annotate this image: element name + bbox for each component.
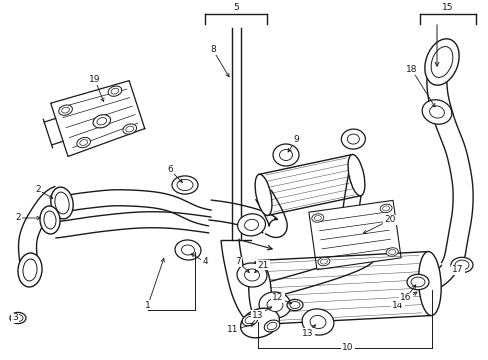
Text: 9: 9 <box>292 135 298 144</box>
Text: 12: 12 <box>272 293 283 302</box>
Ellipse shape <box>406 274 428 290</box>
Ellipse shape <box>244 219 258 230</box>
Ellipse shape <box>388 249 395 255</box>
Ellipse shape <box>240 308 279 338</box>
Ellipse shape <box>111 88 119 94</box>
Ellipse shape <box>382 206 389 211</box>
Ellipse shape <box>311 214 323 222</box>
Ellipse shape <box>266 298 283 311</box>
Text: 1: 1 <box>145 301 151 310</box>
Ellipse shape <box>172 176 198 194</box>
Ellipse shape <box>429 106 444 118</box>
Ellipse shape <box>97 118 106 125</box>
Ellipse shape <box>77 138 90 148</box>
Ellipse shape <box>302 309 333 335</box>
Text: 4: 4 <box>202 257 207 266</box>
Ellipse shape <box>51 187 73 219</box>
Ellipse shape <box>346 134 359 144</box>
Text: 18: 18 <box>406 66 417 75</box>
Ellipse shape <box>317 257 329 266</box>
Ellipse shape <box>93 115 110 128</box>
Ellipse shape <box>44 211 56 229</box>
Text: 3: 3 <box>12 314 18 323</box>
Ellipse shape <box>314 216 321 220</box>
Ellipse shape <box>248 261 271 324</box>
Text: 14: 14 <box>391 301 403 310</box>
Ellipse shape <box>13 315 23 321</box>
Ellipse shape <box>237 214 265 236</box>
Text: 10: 10 <box>342 343 353 352</box>
Text: 17: 17 <box>451 266 463 274</box>
Text: 15: 15 <box>441 4 453 13</box>
Polygon shape <box>255 154 364 215</box>
Ellipse shape <box>18 253 42 287</box>
Ellipse shape <box>80 140 87 145</box>
Ellipse shape <box>379 204 391 213</box>
Ellipse shape <box>424 39 458 85</box>
Ellipse shape <box>279 149 292 161</box>
Ellipse shape <box>255 174 271 216</box>
Ellipse shape <box>242 314 257 326</box>
Ellipse shape <box>347 154 364 196</box>
Ellipse shape <box>237 263 266 287</box>
Ellipse shape <box>122 124 136 134</box>
Ellipse shape <box>320 259 326 264</box>
Ellipse shape <box>59 105 72 115</box>
Ellipse shape <box>175 240 201 260</box>
Ellipse shape <box>259 292 290 318</box>
Text: 11: 11 <box>227 325 238 334</box>
Text: 16: 16 <box>400 293 411 302</box>
Ellipse shape <box>108 86 122 96</box>
Ellipse shape <box>430 46 452 77</box>
Ellipse shape <box>341 129 365 149</box>
Ellipse shape <box>10 312 26 324</box>
Ellipse shape <box>23 259 37 281</box>
Ellipse shape <box>40 206 60 234</box>
Ellipse shape <box>418 252 440 315</box>
Text: 19: 19 <box>89 76 101 85</box>
Polygon shape <box>308 201 400 270</box>
Ellipse shape <box>244 316 254 324</box>
Ellipse shape <box>421 100 451 124</box>
Ellipse shape <box>450 257 472 273</box>
Text: 13: 13 <box>302 328 313 338</box>
Ellipse shape <box>61 107 69 113</box>
Ellipse shape <box>177 179 193 190</box>
Ellipse shape <box>55 192 69 214</box>
Ellipse shape <box>244 269 259 281</box>
Polygon shape <box>248 252 440 324</box>
Ellipse shape <box>125 126 133 132</box>
Text: 5: 5 <box>233 4 238 13</box>
Ellipse shape <box>289 302 299 309</box>
Text: 8: 8 <box>210 45 215 54</box>
Text: 2: 2 <box>15 213 21 222</box>
Text: 20: 20 <box>384 216 395 225</box>
Ellipse shape <box>286 300 303 311</box>
Ellipse shape <box>272 144 298 166</box>
Ellipse shape <box>309 315 325 329</box>
Text: 2: 2 <box>35 185 41 194</box>
Text: 6: 6 <box>167 166 173 175</box>
Text: 7: 7 <box>235 257 241 266</box>
Ellipse shape <box>181 245 194 255</box>
Ellipse shape <box>386 248 397 256</box>
Ellipse shape <box>264 320 279 332</box>
Text: 13: 13 <box>252 310 263 320</box>
Polygon shape <box>51 81 144 157</box>
Text: 21: 21 <box>257 261 268 270</box>
Ellipse shape <box>454 260 468 270</box>
Ellipse shape <box>266 322 276 330</box>
Ellipse shape <box>410 277 424 287</box>
